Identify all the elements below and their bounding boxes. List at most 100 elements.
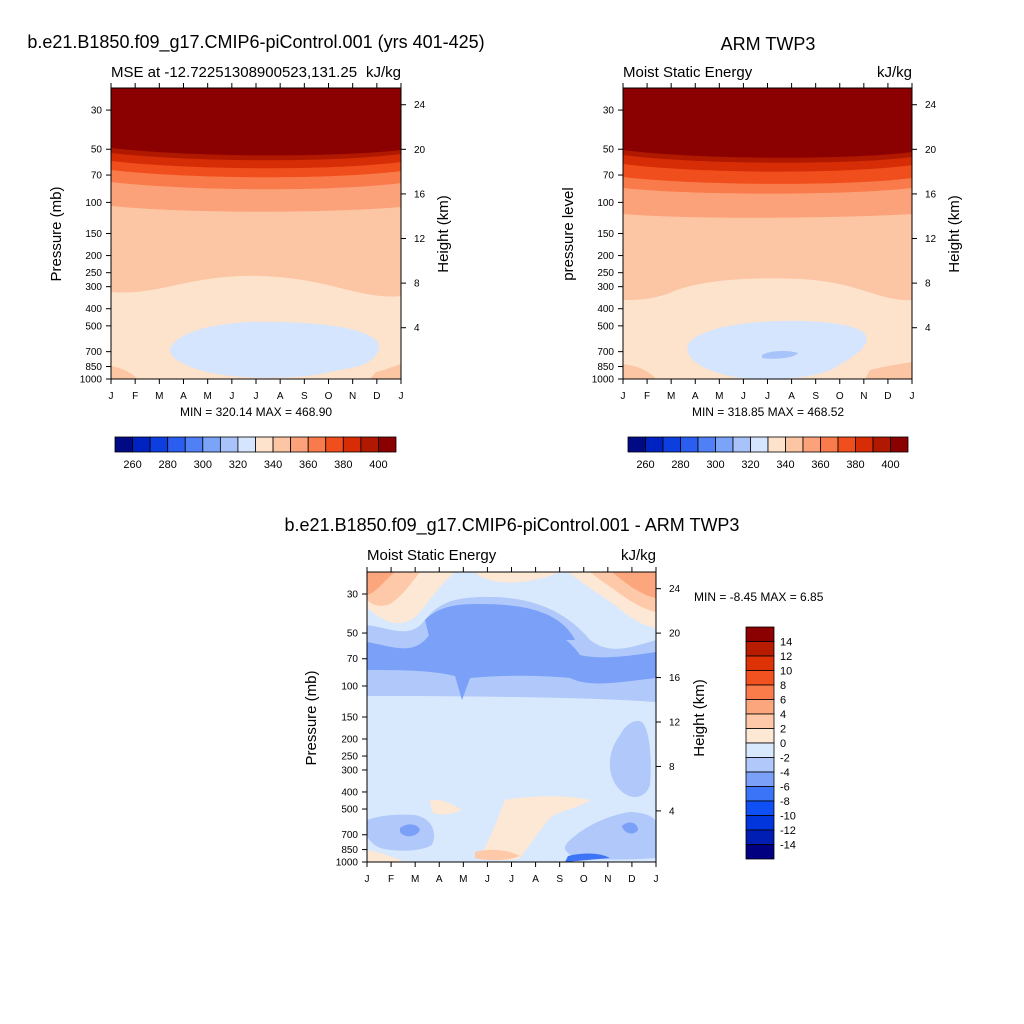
colorbar-swatch xyxy=(342,436,362,453)
y-right-tick-label: 24 xyxy=(925,100,937,111)
colorbar-label: 6 xyxy=(780,695,786,707)
colorbar-label: 260 xyxy=(123,459,141,471)
colorbar-label: -4 xyxy=(780,767,790,779)
colorbar-swatch xyxy=(890,436,909,453)
diff-low-cool-right3 xyxy=(565,853,610,862)
colorbar-label: -14 xyxy=(780,840,796,852)
colorbar-swatch xyxy=(855,436,874,453)
y-tick-label: 700 xyxy=(341,830,358,841)
y-right-tick-label: 12 xyxy=(669,718,681,729)
x-tick-label: M xyxy=(715,391,723,402)
colorbar-swatch xyxy=(272,436,292,453)
y-right-tick-label: 16 xyxy=(925,189,937,200)
y-right-tick-label: 12 xyxy=(414,234,426,245)
diff-low-cool-right2 xyxy=(622,822,638,834)
x-tick-label: F xyxy=(132,391,138,402)
y-right-tick-label: 20 xyxy=(925,145,937,156)
y-tick-label: 100 xyxy=(85,198,102,209)
y-right-tick-label: 8 xyxy=(414,279,420,290)
x-tick-label: D xyxy=(628,874,635,885)
y-tick-label: 30 xyxy=(347,589,359,600)
colorbar-swatch xyxy=(872,436,891,453)
y-tick-label: 70 xyxy=(603,171,615,182)
y-right-tick-label: 8 xyxy=(669,762,675,773)
diff-mid-cool-2 xyxy=(367,620,656,700)
y-tick-label: 50 xyxy=(603,145,615,156)
band-model-sfc2 xyxy=(370,364,401,379)
colorbar-swatch xyxy=(745,757,775,773)
band-model-low xyxy=(169,321,379,378)
y-tick-label: 400 xyxy=(597,304,614,315)
colorbar-label: 400 xyxy=(369,459,387,471)
plot-area-model xyxy=(111,88,401,379)
y-right-tick-label: 20 xyxy=(669,629,681,640)
x-tick-label: S xyxy=(812,391,819,402)
colorbar-swatch xyxy=(237,436,256,453)
colorbar-label: -8 xyxy=(780,796,790,808)
colorbar-swatch xyxy=(680,436,699,453)
band-model-sfc xyxy=(111,366,138,379)
y-right-tick-label: 16 xyxy=(414,189,426,200)
colorbar-label: 320 xyxy=(229,459,247,471)
y-tick-label: 250 xyxy=(597,268,614,279)
panel-obs-ylabel-right: Height (km) xyxy=(946,195,963,273)
panel-diff-ylabel-right: Height (km) xyxy=(691,679,708,757)
y-tick-label: 200 xyxy=(597,251,614,262)
x-tick-label: N xyxy=(349,391,356,402)
colorbar-label: 0 xyxy=(780,738,786,750)
plot-area-obs xyxy=(623,88,912,379)
colorbar-swatch xyxy=(114,436,133,453)
colorbar-swatch xyxy=(745,786,775,802)
x-tick-label: O xyxy=(325,391,333,402)
band-obs-core xyxy=(762,350,798,359)
colorbar-swatch xyxy=(802,436,821,453)
axes-diff: J F M A M J J A S O N D J 30 50 70 100 150 200 250 300 400 500… xyxy=(336,567,681,885)
x-tick-label: A xyxy=(532,874,539,885)
y-tick-label: 1000 xyxy=(80,375,103,386)
y-tick-label: 500 xyxy=(597,321,614,332)
colorbar-swatch xyxy=(820,436,839,453)
panel-obs-stats: MIN = 318.85 MAX = 468.52 xyxy=(692,405,844,419)
panel-model-left-label: MSE at -12.72251308900523,131.25 xyxy=(111,64,357,81)
diff-upper-cool xyxy=(425,604,575,640)
x-tick-label: J xyxy=(741,391,746,402)
y-right-tick-label: 4 xyxy=(414,323,420,334)
colorbar-swatch xyxy=(745,771,775,787)
x-tick-label: J xyxy=(910,391,915,402)
panel-diff-title: b.e21.B1850.f09_g17.CMIP6-piControl.001 … xyxy=(285,515,740,536)
y-tick-label: 500 xyxy=(341,805,358,816)
band-obs-top xyxy=(623,88,912,158)
band-model-top xyxy=(111,88,401,156)
colorbar-label: 400 xyxy=(881,459,899,471)
colorbar-swatch xyxy=(184,436,204,453)
x-tick-label: J xyxy=(229,391,234,402)
y-tick-label: 500 xyxy=(85,321,102,332)
y-tick-label: 850 xyxy=(341,845,358,856)
colorbar-obs: 260 280 300 320 340 360 380 400 xyxy=(627,436,909,471)
diff-low-cool-left2 xyxy=(400,824,420,837)
colorbar-label: -12 xyxy=(780,825,796,837)
colorbar-label: 260 xyxy=(636,459,654,471)
colorbar-swatch xyxy=(745,829,775,845)
panel-model-units: kJ/kg xyxy=(366,64,401,81)
diff-top-warm-left3 xyxy=(367,572,395,595)
y-tick-label: 150 xyxy=(341,713,358,724)
panel-model: b.e21.B1850.f09_g17.CMIP6-piControl.001 … xyxy=(27,32,484,471)
axes-model: J F M A M J J A S O N D J 30 50 70 100 150 200 250 300 400 500… xyxy=(80,83,426,402)
x-tick-label: M xyxy=(155,391,163,402)
panel-diff: b.e21.B1850.f09_g17.CMIP6-piControl.001 … xyxy=(285,515,824,885)
x-tick-label: J xyxy=(654,874,659,885)
x-tick-label: A xyxy=(788,391,795,402)
colorbar-swatch xyxy=(149,436,169,453)
panel-diff-units: kJ/kg xyxy=(621,547,656,564)
colorbar-label: -2 xyxy=(780,753,790,765)
colorbar-swatch xyxy=(290,436,309,453)
x-tick-label: J xyxy=(254,391,259,402)
colorbar-diff: 14 12 10 8 6 4 2 0 -2 -4 -6 -8 -10 -12 -14 xyxy=(745,626,796,860)
colorbar-swatch xyxy=(745,844,775,860)
diff-right-blob xyxy=(609,720,651,797)
panel-diff-ylabel: Pressure (mb) xyxy=(303,670,320,765)
y-tick-label: 300 xyxy=(85,282,102,293)
x-tick-label: A xyxy=(277,391,284,402)
y-tick-label: 250 xyxy=(341,752,358,763)
